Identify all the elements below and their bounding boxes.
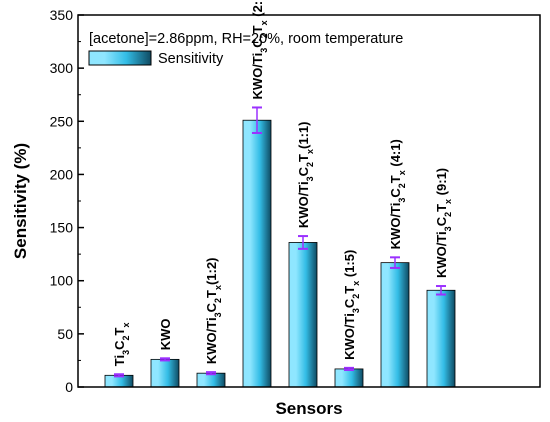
legend-label-sensitivity: Sensitivity: [158, 51, 224, 67]
error-bar: [252, 106, 262, 134]
category-label: KWO: [158, 319, 173, 351]
y-tick-label: 350: [50, 7, 74, 23]
bar: [426, 289, 456, 388]
category-label: KWO/Ti3C2Tx(1:2): [204, 258, 223, 365]
y-tick-label: 250: [50, 113, 74, 129]
category-label: KWO/Ti3C2Tx (1:5): [342, 250, 361, 360]
y-tick-label: 50: [57, 326, 73, 342]
error-bar: [206, 371, 216, 376]
y-tick-label: 150: [50, 220, 74, 236]
bar: [242, 119, 272, 388]
legend-swatch-sensitivity: [88, 50, 152, 66]
y-tick-label: 0: [65, 379, 73, 395]
bar: [334, 368, 364, 388]
error-bar: [160, 357, 170, 362]
category-label: KWO/Ti3C2Tx(1:1): [296, 122, 315, 229]
legend: Sensitivity: [88, 50, 224, 67]
error-bar: [390, 256, 400, 269]
bar: [196, 372, 226, 388]
bar: [150, 358, 180, 388]
error-bar: [298, 235, 308, 250]
y-tick-label: 200: [50, 166, 74, 182]
bar: [288, 242, 318, 388]
category-label: KWO/Ti3C2Tx (4:1): [388, 139, 407, 249]
y-axis-title: Sensitivity (%): [11, 143, 30, 259]
y-tick-label: 100: [50, 273, 74, 289]
category-label: KWO/Ti3C2Tx (9:1): [434, 168, 453, 278]
error-bar: [344, 366, 354, 371]
error-bar: [436, 285, 446, 296]
x-axis-title: Sensors: [275, 399, 342, 418]
bar: [380, 262, 410, 388]
y-tick-label: 300: [50, 60, 74, 76]
error-bar: [114, 373, 124, 378]
annotation-text: [acetone]=2.86ppm, RH=20%, room temperat…: [89, 31, 403, 47]
category-label: Ti3C2Tx: [112, 323, 131, 367]
